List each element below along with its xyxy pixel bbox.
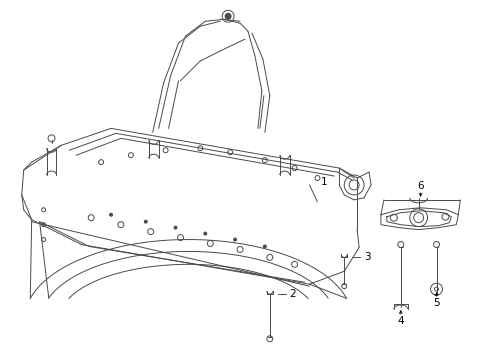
Text: 3: 3 xyxy=(364,252,370,262)
Circle shape xyxy=(204,232,207,235)
Text: 4: 4 xyxy=(397,316,404,326)
Text: 6: 6 xyxy=(417,181,424,191)
Text: 5: 5 xyxy=(433,298,440,308)
Circle shape xyxy=(144,220,147,223)
Text: 1: 1 xyxy=(321,177,328,187)
Circle shape xyxy=(263,245,267,248)
Circle shape xyxy=(225,13,231,19)
Circle shape xyxy=(234,238,237,241)
Text: 2: 2 xyxy=(289,289,296,299)
Circle shape xyxy=(174,226,177,229)
Circle shape xyxy=(110,213,113,216)
